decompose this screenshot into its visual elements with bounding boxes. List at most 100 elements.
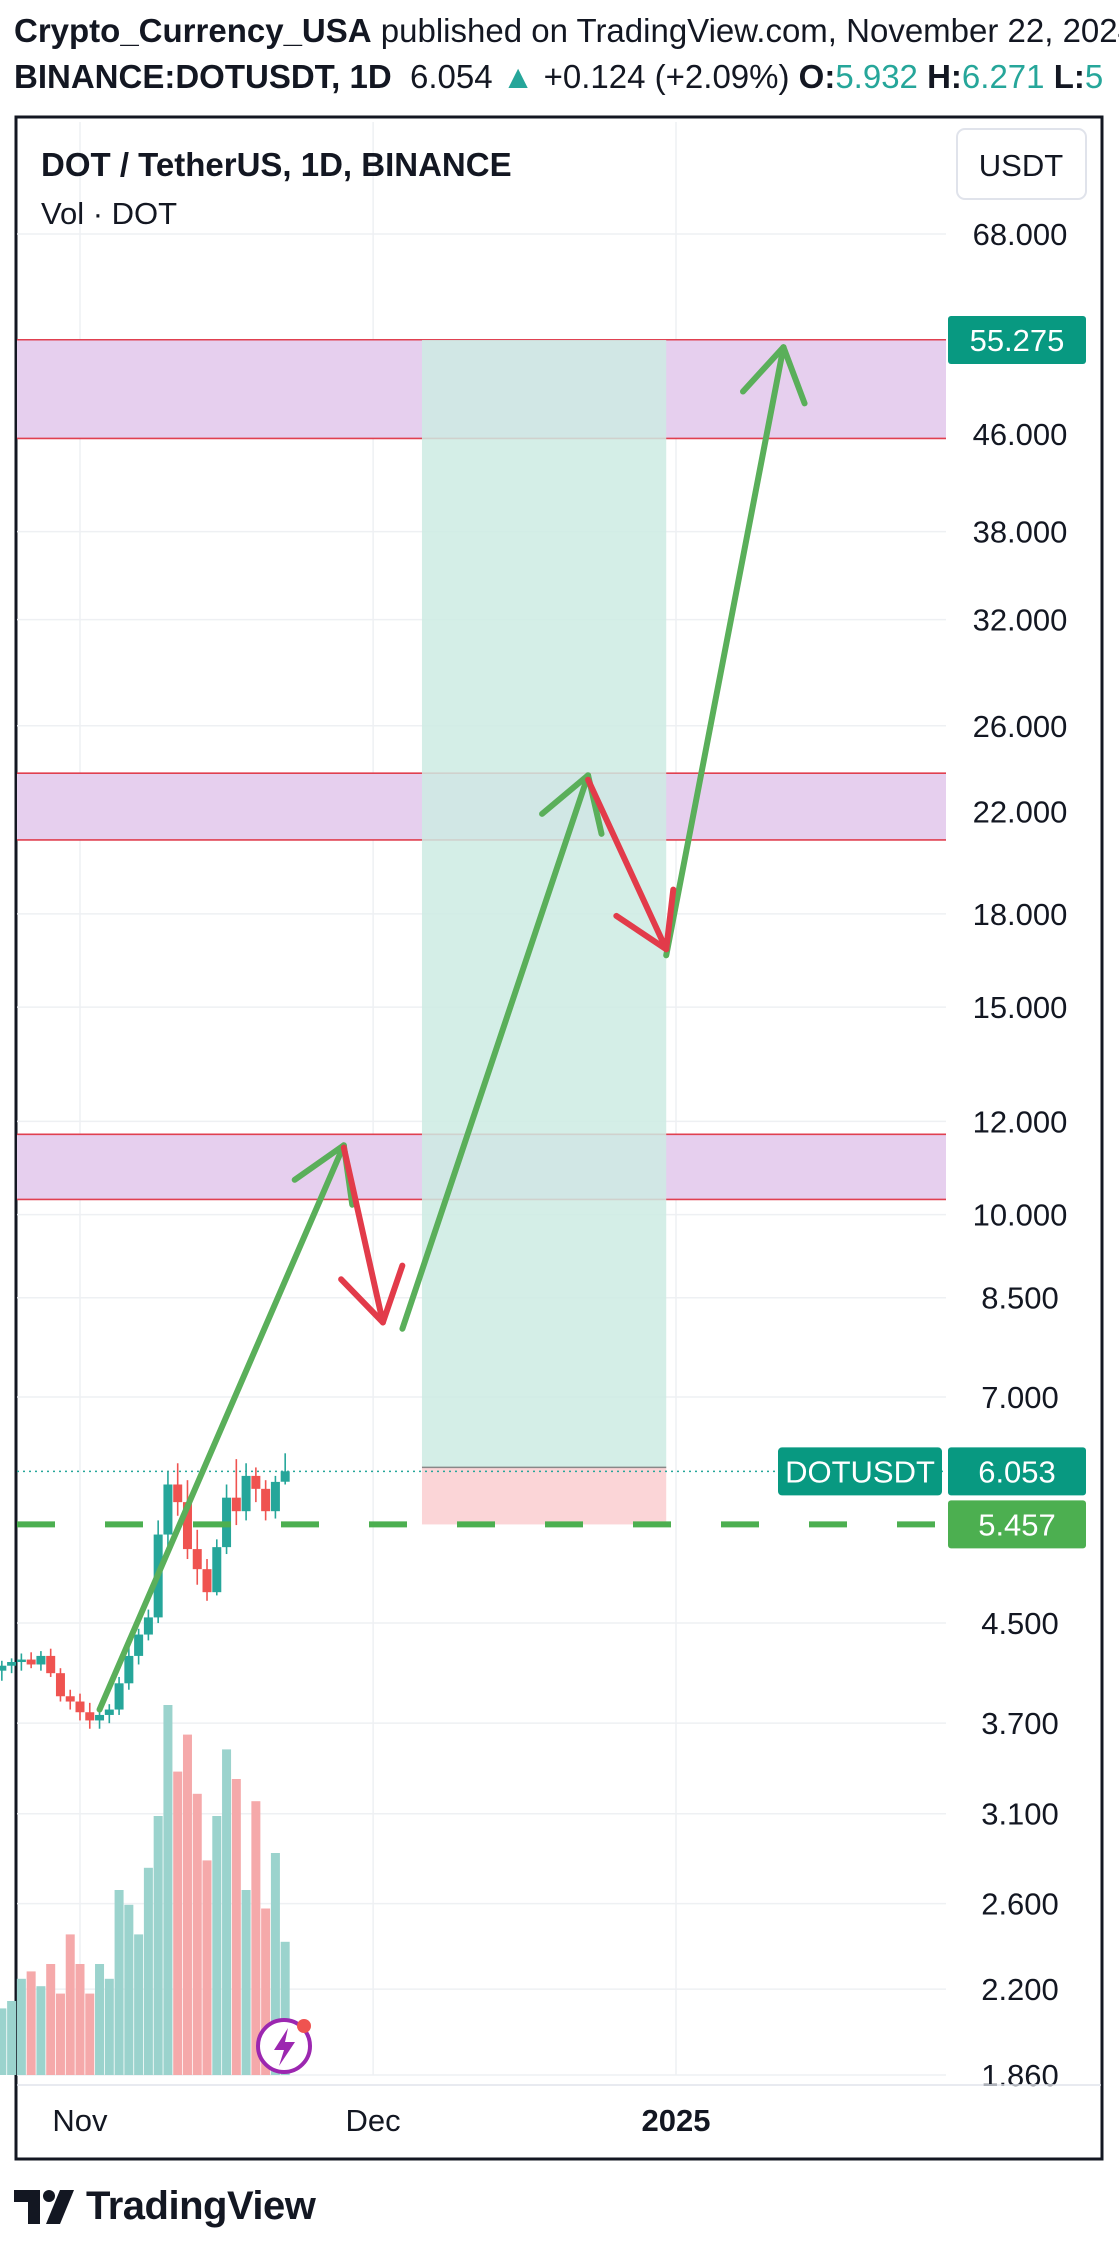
publish-header: Crypto_Currency_USA published on Trading… (14, 8, 1119, 100)
green-arrow-0-head-0 (291, 1142, 347, 1183)
projection-arrows[interactable] (96, 344, 808, 1713)
green-arrow-2-head-1 (780, 344, 808, 407)
volume-bar-7 (55, 1993, 65, 2075)
price-tick-label-14: 3.100 (981, 1797, 1059, 1832)
price-tick-label-15: 2.600 (981, 1887, 1059, 1922)
candle-body-25 (231, 1497, 241, 1512)
lightning-icon[interactable] (256, 2018, 312, 2074)
candle-body-11 (95, 1714, 105, 1721)
time-tick-label-0: Nov (52, 2103, 108, 2138)
volume-bar-25 (231, 1779, 241, 2075)
time-axis: Nov Dec 2025 (17, 2084, 1101, 2138)
change-up-icon: ▲ (501, 58, 535, 95)
last-price: 6.054 (410, 58, 493, 95)
high-label: H: (927, 58, 962, 95)
volume-bar-10 (85, 1993, 95, 2075)
author-name[interactable]: Crypto_Currency_USA (14, 12, 372, 49)
candle-body-22 (202, 1569, 212, 1593)
volume-bar-14 (124, 1904, 134, 2075)
candle-body-16 (143, 1617, 153, 1635)
volume-bar-18 (163, 1705, 173, 2075)
volume-bar-28 (261, 1908, 271, 2075)
tradingview-logo-icon (14, 2189, 74, 2224)
price-label-box-0 (948, 315, 1086, 364)
price-label-box-2 (948, 1500, 1086, 1549)
price-label-0: 55.275 (970, 323, 1065, 358)
volume-bar-21 (192, 1793, 202, 2075)
candle-body-2 (7, 1662, 17, 1666)
volume-bar-4 (26, 1971, 36, 2075)
volume-bar-13 (114, 1890, 124, 2075)
green-arrow-1-head-0 (539, 772, 592, 817)
volume-bar-12 (104, 1978, 114, 2075)
candle-body-1 (0, 1665, 7, 1671)
price-tick-label-9: 10.000 (973, 1198, 1068, 1233)
price-tick-label-4: 26.000 (973, 709, 1068, 744)
volume-bar-30 (280, 1941, 290, 2075)
volume-bar-8 (65, 1934, 75, 2075)
symbol-name: BINANCE:DOTUSDT, 1D (14, 58, 392, 95)
green-arrow-2-shaft (663, 344, 787, 959)
currency-button-label: USDT (979, 148, 1063, 183)
price-tick-label-0: 68.000 (973, 217, 1068, 252)
candle-body-13 (114, 1683, 124, 1710)
price-tick-label-16: 2.200 (981, 1972, 1059, 2007)
red-arrow-1-head-0 (663, 886, 677, 953)
candle-body-18 (163, 1484, 173, 1535)
candle-body-21 (192, 1549, 202, 1570)
publish-line: Crypto_Currency_USA published on Trading… (14, 8, 1119, 54)
green-arrow-2-head-0 (739, 344, 787, 395)
candle-body-10 (85, 1712, 95, 1721)
price-axis: 68.000 46.000 38.000 32.000 26.000 22.000 18.0… (778, 217, 1086, 2093)
time-tick-label-2: 2025 (642, 2103, 711, 2138)
volume-bar-22 (202, 1860, 212, 2075)
volume-bar-9 (75, 1964, 85, 2075)
volume-bar-11 (95, 1964, 105, 2075)
volume-bar-5 (36, 1986, 46, 2075)
volume-bar-15 (134, 1934, 144, 2075)
low-value: 5 (1084, 58, 1104, 95)
symbol-tag-box (778, 1447, 942, 1496)
volume-bar-2 (7, 2001, 17, 2075)
candle-body-15 (134, 1634, 144, 1656)
candle-body-29 (270, 1481, 280, 1512)
price-label-1: 6.053 (978, 1454, 1056, 1489)
green-arrow-1-shaft (399, 772, 592, 1332)
candle-body-7 (55, 1673, 65, 1697)
price-tick-label-8: 12.000 (973, 1104, 1068, 1139)
candle-body-30 (280, 1471, 290, 1482)
published-text: published on TradingView.com, November 2… (371, 12, 1119, 49)
volume-bar-27 (251, 1801, 261, 2075)
price-tick-label-1: 46.000 (973, 417, 1068, 452)
candle-body-8 (65, 1696, 75, 1702)
price-label-box-1 (948, 1447, 1086, 1496)
open-label: O: (798, 58, 836, 95)
volume-bars (0, 1705, 290, 2075)
volume-bar-29 (270, 1853, 280, 2075)
candle-body-28 (261, 1488, 271, 1512)
red-arrow-0-head-0 (379, 1262, 406, 1326)
price-change: +0.124 (+2.09%) (543, 58, 790, 95)
red-arrow-1-shaft (585, 776, 670, 953)
low-label: L: (1053, 58, 1085, 95)
price-tick-label-10: 8.500 (981, 1281, 1059, 1316)
green-arrow-0-shaft (96, 1142, 347, 1713)
tradingview-logo[interactable]: TradingView (14, 2184, 316, 2229)
candle-body-3 (16, 1659, 26, 1663)
long-position-tool[interactable] (421, 339, 667, 1525)
candle-body-14 (124, 1655, 134, 1684)
tradingview-wordmark: TradingView (86, 2184, 316, 2228)
price-tick-label-5: 22.000 (973, 794, 1068, 829)
legend-volume-label: Vol · DOT (41, 196, 177, 231)
candle-body-26 (241, 1475, 251, 1512)
volume-bar-3 (16, 1978, 26, 2075)
price-tick-label-12: 4.500 (981, 1606, 1059, 1641)
volume-bar-24 (222, 1749, 232, 2075)
candle-body-23 (212, 1547, 222, 1593)
candle-body-5 (36, 1655, 46, 1665)
currency-button[interactable]: USDT (956, 128, 1087, 200)
volume-bar-20 (182, 1734, 192, 2075)
price-label-2: 5.457 (978, 1507, 1056, 1542)
price-tick-label-11: 7.000 (981, 1380, 1059, 1415)
